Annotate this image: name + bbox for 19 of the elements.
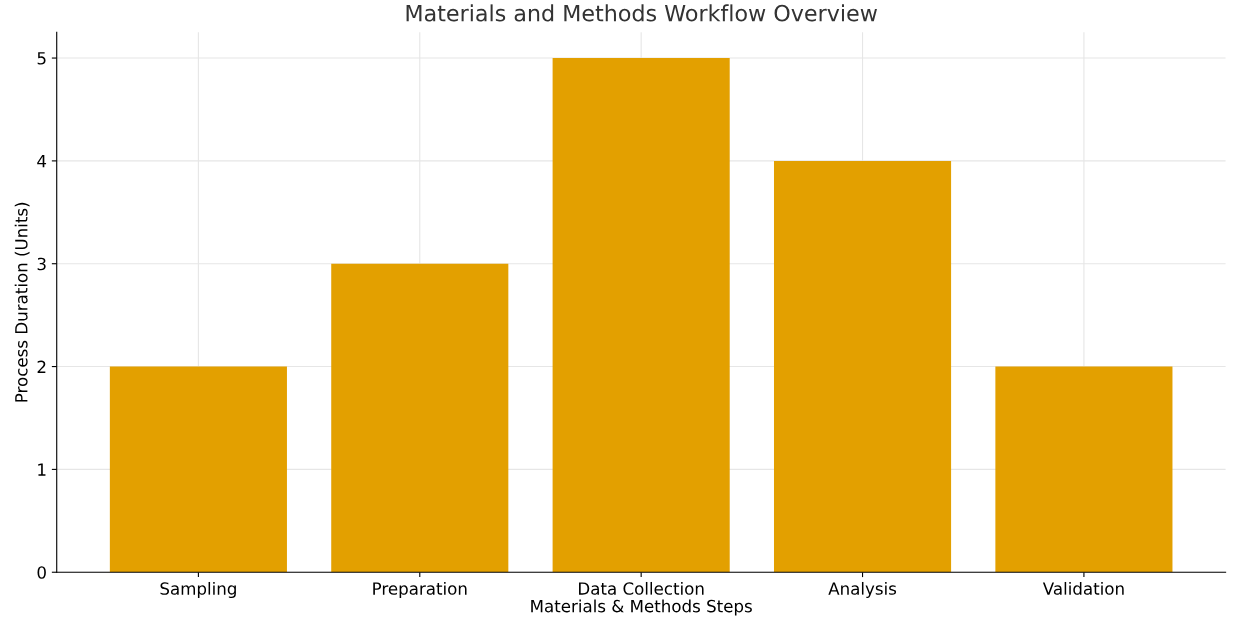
- bar: [995, 366, 1173, 573]
- y-tick-label: 5: [37, 52, 46, 65]
- y-tick-label: 4: [37, 155, 47, 168]
- bar: [552, 58, 730, 573]
- bar: [109, 366, 287, 573]
- chart-title: Materials and Methods Workflow Overview: [406, 4, 877, 22]
- x-tick-label: Sampling: [160, 581, 236, 599]
- x-axis-title: Materials & Methods Steps: [531, 599, 752, 616]
- bar: [773, 160, 952, 573]
- x-tick-label: Analysis: [828, 581, 897, 599]
- y-axis-title: Process Duration (Units): [14, 202, 30, 402]
- x-tick-label: Data Collection: [579, 581, 704, 595]
- y-tick-label: 0: [37, 566, 46, 579]
- y-tick-label: 3: [37, 257, 46, 271]
- bar: [331, 263, 509, 573]
- y-tick-label: 1: [38, 463, 46, 476]
- x-tick-label: Preparation: [373, 581, 467, 599]
- x-tick-label: Validation: [1042, 581, 1124, 595]
- y-tick-label: 2: [37, 360, 46, 373]
